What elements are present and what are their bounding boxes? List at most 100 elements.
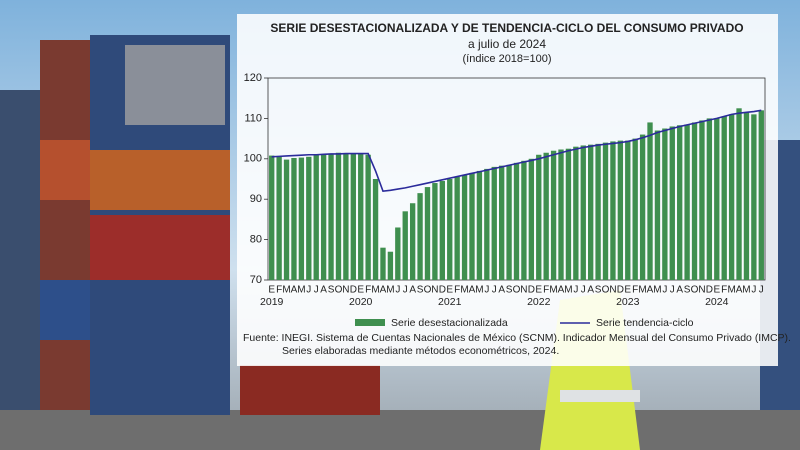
bar [454, 176, 460, 280]
x-tick-label: N [609, 285, 616, 296]
bar [298, 157, 305, 280]
bar [343, 153, 349, 280]
x-tick-label: J [306, 285, 311, 296]
x-tick-label: S [506, 285, 513, 296]
bar [498, 165, 505, 280]
x-tick-label: S [417, 285, 424, 296]
x-tick-label: E [535, 285, 542, 296]
bar [424, 187, 431, 280]
x-tick-label: S [595, 285, 602, 296]
bar [602, 142, 609, 280]
bar [491, 166, 497, 280]
bar [417, 193, 423, 280]
x-tick-label: F [721, 285, 727, 296]
x-tick-label: N [431, 285, 438, 296]
bar [639, 134, 646, 280]
bar [714, 118, 720, 281]
x-tick-label: J [484, 285, 489, 296]
bar [335, 152, 342, 280]
photo-ground [0, 410, 800, 450]
bar [439, 181, 445, 280]
bar [313, 154, 319, 280]
x-tick-label: M [742, 285, 750, 296]
bar [350, 153, 356, 280]
x-tick-label: J [662, 285, 667, 296]
bar [573, 146, 579, 280]
x-tick-label: J [759, 285, 764, 296]
x-tick-label: A [469, 285, 476, 296]
bar [513, 162, 520, 280]
x-tick-label: F [454, 285, 460, 296]
bar [372, 179, 379, 280]
bar [432, 183, 438, 280]
x-tick-label: D [706, 285, 713, 296]
y-tick-label: 70 [250, 274, 262, 286]
x-tick-label: A [291, 285, 298, 296]
x-tick-label: N [698, 285, 705, 296]
bar [528, 158, 535, 280]
x-tick-label: E [713, 285, 720, 296]
x-tick-label: F [365, 285, 371, 296]
x-tick-label: F [632, 285, 638, 296]
bar [550, 150, 557, 280]
bar [758, 110, 764, 280]
x-year-label: 2022 [527, 296, 551, 308]
x-tick-label: E [446, 285, 453, 296]
x-tick-label: M [282, 285, 290, 296]
y-tick-label: 110 [244, 112, 262, 124]
x-tick-label: M [475, 285, 483, 296]
x-tick-label: N [342, 285, 349, 296]
bar [647, 122, 653, 280]
x-tick-label: J [403, 285, 408, 296]
x-tick-label: A [736, 285, 743, 296]
bar [320, 154, 327, 280]
legend-label: Serie tendencia-ciclo [596, 317, 694, 329]
bar [365, 154, 371, 280]
x-tick-label: M [564, 285, 572, 296]
chart-subtitle: (índice 2018=100) [463, 53, 552, 65]
x-tick-label: S [684, 285, 691, 296]
x-year-label: 2021 [438, 296, 462, 308]
x-tick-label: E [357, 285, 364, 296]
x-year-label: 2023 [616, 296, 640, 308]
x-tick-label: J [751, 285, 756, 296]
y-tick-label: 100 [244, 153, 262, 165]
bar [669, 126, 675, 280]
bar [447, 179, 453, 280]
bar [595, 143, 601, 280]
bar [728, 114, 735, 280]
bar [736, 108, 742, 280]
y-tick-label: 80 [250, 234, 262, 246]
bar [283, 159, 290, 280]
bar [632, 138, 638, 280]
x-tick-label: A [587, 285, 594, 296]
chart-title: SERIE DESESTACIONALIZADA Y DE TENDENCIA-… [270, 21, 743, 35]
bar [484, 168, 490, 280]
x-tick-label: O [513, 285, 521, 296]
bar [387, 251, 394, 280]
bar [654, 130, 661, 280]
bar [306, 156, 312, 280]
bar [721, 116, 727, 280]
x-tick-label: A [498, 285, 505, 296]
x-tick-label: M [638, 285, 646, 296]
bar [565, 148, 572, 280]
bar [395, 227, 401, 280]
chart-subtitle: a julio de 2024 [468, 37, 546, 51]
bar [506, 164, 512, 280]
bar [743, 112, 750, 280]
bar [610, 141, 616, 280]
x-tick-label: J [395, 285, 400, 296]
bar [662, 128, 668, 280]
x-tick-label: A [676, 285, 683, 296]
x-tick-label: O [602, 285, 610, 296]
x-tick-label: D [528, 285, 535, 296]
x-tick-label: M [386, 285, 394, 296]
bar [543, 152, 549, 280]
bar [409, 203, 416, 280]
bar [580, 145, 586, 280]
x-tick-label: M [727, 285, 735, 296]
x-tick-label: M [549, 285, 557, 296]
x-tick-label: M [297, 285, 305, 296]
